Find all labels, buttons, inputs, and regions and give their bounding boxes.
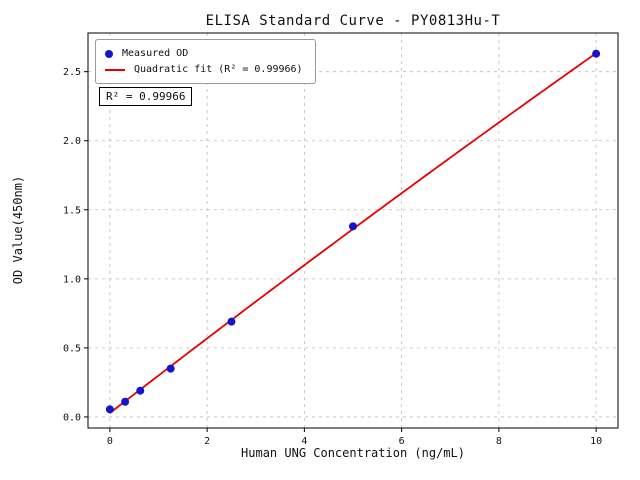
y-axis-label: OD Value(450nm) bbox=[11, 175, 25, 285]
y-tick-label: 2.5 bbox=[63, 67, 81, 78]
y-tick-label: 2.0 bbox=[63, 136, 81, 147]
x-tick-label: 10 bbox=[590, 436, 602, 447]
y-tick-label: 0.0 bbox=[63, 412, 81, 423]
data-point bbox=[136, 386, 145, 395]
data-point bbox=[592, 49, 601, 58]
legend-marker-dot-icon bbox=[105, 49, 113, 58]
legend-marker-line-icon bbox=[105, 68, 125, 71]
data-point bbox=[105, 405, 114, 414]
r-squared-annotation: R² = 0.99966 bbox=[99, 87, 193, 106]
y-tick-label: 1.0 bbox=[63, 274, 81, 285]
x-axis-label: Human UNG Concentration (ng/mL) bbox=[241, 446, 465, 460]
x-tick-label: 0 bbox=[107, 436, 113, 447]
plot-border bbox=[87, 32, 619, 429]
legend-item-measured-od: Measured OD bbox=[105, 46, 303, 61]
data-point bbox=[227, 317, 236, 326]
legend-item-quadratic-fit: Quadratic fit (R² = 0.99966) bbox=[105, 62, 303, 77]
x-tick-label: 4 bbox=[301, 436, 307, 447]
y-tick-label: 1.5 bbox=[63, 205, 81, 216]
y-tick-label: 0.5 bbox=[63, 343, 81, 354]
data-point bbox=[349, 222, 357, 231]
legend-label-measured-od: Measured OD bbox=[122, 48, 189, 59]
x-tick-label: 6 bbox=[399, 436, 405, 447]
legend: Measured OD Quadratic fit (R² = 0.99966) bbox=[95, 39, 316, 84]
data-point bbox=[121, 397, 130, 406]
x-tick-label: 2 bbox=[204, 436, 210, 447]
data-point bbox=[166, 364, 175, 373]
fit-line bbox=[109, 52, 597, 414]
legend-label-quadratic-fit: Quadratic fit (R² = 0.99966) bbox=[134, 64, 303, 75]
chart-title: ELISA Standard Curve - PY0813Hu-T bbox=[205, 13, 501, 29]
x-tick-label: 8 bbox=[496, 436, 502, 447]
